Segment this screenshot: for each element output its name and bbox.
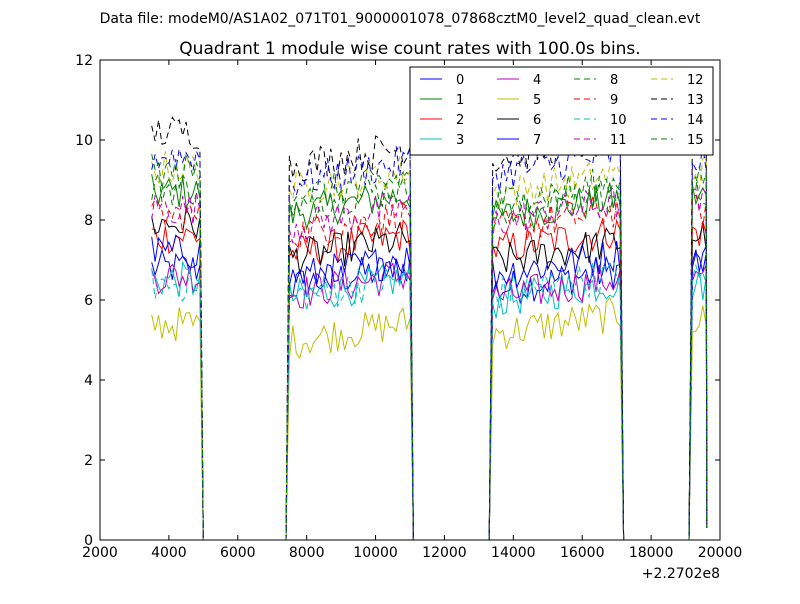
legend-label-5: 5	[533, 93, 541, 108]
chart-suptitle: Data file: modeM0/AS1A02_071T01_90000010…	[100, 11, 701, 27]
legend-label-8: 8	[610, 73, 618, 88]
series-line-15	[151, 154, 708, 541]
series-line-11	[151, 186, 708, 541]
series-line-14	[151, 141, 708, 541]
plot-lines	[151, 116, 708, 541]
series-line-5	[151, 296, 708, 541]
axis-ticks: 2000 4000 6000 8000 10000 12000 14000 16000 1800…	[75, 53, 742, 561]
legend-label-6: 6	[533, 113, 541, 128]
legend-label-4: 4	[533, 73, 541, 88]
series-line-13	[151, 116, 708, 541]
legend-label-13: 13	[687, 93, 704, 108]
legend-label-12: 12	[687, 73, 704, 88]
legend-label-9: 9	[610, 93, 618, 108]
y-tick-label: 0	[84, 533, 93, 549]
y-tick-label: 10	[75, 133, 93, 149]
y-tick-label: 12	[75, 53, 93, 69]
legend-label-0: 0	[456, 73, 464, 88]
legend-label-7: 7	[533, 133, 541, 148]
legend-label-3: 3	[456, 133, 464, 148]
x-tick-label: 12000	[422, 545, 467, 561]
x-tick-label: 16000	[560, 545, 605, 561]
y-tick-label: 6	[84, 293, 93, 309]
x-offset-label: +2.2702e8	[642, 566, 720, 582]
legend-box	[409, 66, 714, 156]
x-tick-label: 14000	[491, 545, 536, 561]
y-tick-label: 8	[84, 213, 93, 229]
legend-label-10: 10	[610, 113, 627, 128]
x-tick-label: 18000	[629, 545, 674, 561]
y-tick-label: 2	[84, 453, 93, 469]
x-tick-label: 10000	[353, 545, 398, 561]
legend-label-1: 1	[456, 93, 464, 108]
legend-label-14: 14	[687, 113, 704, 128]
x-tick-label: 8000	[289, 545, 325, 561]
x-tick-label: 2000	[82, 545, 118, 561]
x-tick-label: 6000	[220, 545, 256, 561]
series-line-12	[151, 151, 708, 541]
chart-title: Quadrant 1 module wise count rates with …	[179, 39, 640, 59]
x-tick-label: 4000	[151, 545, 187, 561]
legend-label-2: 2	[456, 113, 464, 128]
legend-label-11: 11	[610, 133, 627, 148]
y-tick-label: 4	[84, 373, 93, 389]
legend-label-15: 15	[687, 133, 704, 148]
x-tick-label: 20000	[698, 545, 743, 561]
